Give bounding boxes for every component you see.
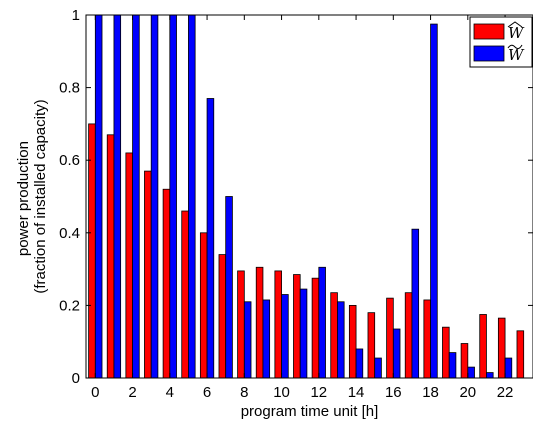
bar-hat-7 (218, 254, 227, 379)
bar-hat-22 (497, 317, 506, 379)
bar-tilde-16 (392, 328, 401, 379)
bar-hat-5 (181, 210, 189, 379)
bar-hat-15 (367, 312, 376, 379)
legend-swatch-hat (473, 23, 505, 40)
bar-tilde-7 (225, 196, 233, 379)
bar-hat-3 (144, 170, 152, 379)
hat-accent-icon (507, 21, 523, 28)
bar-tilde-6 (206, 98, 215, 379)
y-axis-label-line-1: power production (15, 141, 32, 256)
bar-hat-9 (255, 266, 264, 379)
y-tick-label-3: 0.6 (59, 152, 80, 169)
x-tick-label-1: 2 (128, 384, 136, 401)
x-tick-label-5: 10 (273, 384, 290, 401)
bar-tilde-14 (355, 348, 364, 379)
bar-hat-11 (293, 274, 301, 379)
x-axis-label: program time unit [h] (241, 403, 379, 420)
bar-tilde-3 (150, 14, 159, 379)
bar-hat-1 (106, 134, 115, 379)
plot-frame (85, 14, 533, 379)
bar-tilde-9 (262, 299, 271, 379)
x-tick-label-9: 18 (422, 384, 439, 401)
bar-tilde-22 (504, 357, 513, 379)
bar-tilde-20 (467, 366, 475, 379)
bar-hat-20 (460, 343, 469, 379)
legend-label-tilde: W (508, 46, 525, 64)
bar-hat-10 (274, 270, 282, 379)
bar-hat-12 (311, 277, 320, 379)
x-tick-label-7: 14 (348, 384, 365, 401)
y-tick-label-2: 0.4 (59, 225, 80, 242)
series-tilde-bars (94, 14, 513, 379)
bar-hat-23 (516, 330, 525, 379)
y-axis-label: power production (fraction of installed … (15, 99, 49, 293)
ticks: 00.20.40.60.810 2 4 6 8 10 12 14 16 18 20 22 (59, 7, 533, 401)
bar-hat-16 (386, 297, 394, 379)
x-tick-label-3: 6 (203, 384, 211, 401)
bar-tilde-10 (281, 294, 289, 379)
y-tick-label-5: 1 (72, 7, 80, 24)
x-tick-label-10: 20 (459, 384, 476, 401)
bar-tilde-21 (486, 372, 494, 379)
bar-hat-4 (162, 188, 171, 379)
y-axis-label-line-2: (fraction of installed capacity) (32, 99, 49, 293)
bar-tilde-19 (448, 352, 457, 379)
bar-hat-14 (348, 304, 357, 379)
x-tick-label-2: 4 (166, 384, 174, 401)
bar-hat-19 (442, 326, 450, 379)
bar-tilde-2 (132, 14, 140, 379)
bar-hat-6 (199, 232, 208, 379)
bar-hat-2 (125, 152, 133, 379)
bar-tilde-17 (411, 228, 420, 379)
bar-hat-0 (88, 123, 96, 379)
bar-hat-13 (330, 292, 338, 379)
x-tick-label-8: 16 (385, 384, 402, 401)
bar-tilde-5 (188, 14, 196, 379)
bar-hat-17 (404, 292, 413, 379)
bar-tilde-18 (430, 23, 438, 379)
bar-hat-8 (237, 270, 245, 379)
bar-tilde-15 (374, 357, 382, 379)
bars (88, 14, 525, 379)
bar-tilde-11 (299, 288, 308, 379)
legend: WW (469, 16, 533, 68)
bar-tilde-8 (243, 301, 252, 379)
x-tick-label-0: 0 (91, 384, 99, 401)
bar-tilde-13 (337, 301, 345, 379)
tilde-accent-icon (507, 44, 523, 50)
bar-tilde-1 (113, 14, 122, 379)
y-tick-label-1: 0.2 (59, 297, 80, 314)
bar-tilde-0 (94, 14, 103, 379)
legend-swatch-tilde (473, 45, 505, 62)
y-tick-label-0: 0 (72, 370, 80, 387)
legend-label-hat: W (508, 24, 525, 42)
bar-tilde-4 (169, 14, 177, 379)
bar-hat-18 (423, 299, 431, 379)
x-tick-label-6: 12 (310, 384, 327, 401)
y-tick-label-4: 0.8 (59, 80, 80, 97)
bar-tilde-12 (318, 266, 326, 379)
x-tick-label-11: 22 (497, 384, 514, 401)
x-tick-label-4: 8 (240, 384, 248, 401)
bar-hat-21 (479, 314, 487, 379)
